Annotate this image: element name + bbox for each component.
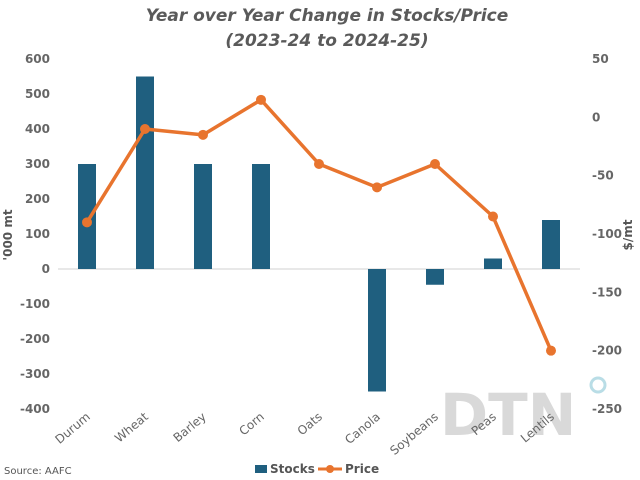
y2-tick-label: -250 xyxy=(592,402,622,416)
dtn-logo-dot xyxy=(589,376,607,394)
source-text: Source: AAFC xyxy=(4,466,72,477)
y-axis-ticks: 600 500 400 300 200 100 0 -100 -200 -300 -400 xyxy=(20,52,50,416)
y2-tick-label: 0 xyxy=(592,110,600,124)
legend-stocks-swatch xyxy=(255,465,267,473)
category-label: Canola xyxy=(342,410,383,447)
legend-price-marker xyxy=(326,465,334,473)
chart-title: Year over Year Change in Stocks/Price (2… xyxy=(146,6,509,51)
y-tick-label: -300 xyxy=(20,367,50,381)
price-point xyxy=(198,129,208,140)
price-point xyxy=(546,345,556,356)
category-label: Corn xyxy=(236,410,266,439)
price-point xyxy=(314,159,324,169)
stocks-bar xyxy=(194,164,212,269)
stocks-bar xyxy=(368,269,386,392)
category-label: Durum xyxy=(52,410,92,447)
stocks-bar xyxy=(484,258,502,269)
stocks-bar xyxy=(542,220,560,269)
price-point xyxy=(430,159,440,169)
price-line xyxy=(82,94,556,356)
category-label: Oats xyxy=(295,410,325,439)
stocks-bar xyxy=(136,76,154,269)
y-tick-label: 600 xyxy=(25,52,50,66)
stocks-bars xyxy=(78,76,560,392)
y-tick-label: 500 xyxy=(25,87,50,101)
y2-tick-label: -50 xyxy=(592,169,614,183)
chart-title-line-1: Year over Year Change in Stocks/Price xyxy=(146,6,509,26)
price-point xyxy=(372,182,382,193)
dtn-logo-text: DTN xyxy=(440,381,576,449)
dtn-logo: DTN xyxy=(440,376,607,449)
price-point xyxy=(256,94,266,105)
y-tick-label: 400 xyxy=(25,122,50,136)
category-labels: Durum Wheat Barley Corn Oats Canola Soybeans Pe… xyxy=(52,409,556,457)
y2-axis-label: $/mt xyxy=(621,219,635,250)
y-axis-label: '000 mt xyxy=(1,209,15,260)
y-tick-label: 200 xyxy=(25,192,50,206)
y-tick-label: -100 xyxy=(20,297,50,311)
category-label: Wheat xyxy=(112,409,151,445)
y-tick-label: 100 xyxy=(25,227,50,241)
chart-title-line-2: (2023-24 to 2024-25) xyxy=(225,31,428,51)
stocks-bar xyxy=(78,164,96,269)
price-series-line xyxy=(85,98,553,352)
legend: Stocks Price xyxy=(255,462,379,476)
y2-tick-label: -200 xyxy=(592,344,622,358)
category-label: Soybeans xyxy=(387,410,441,458)
legend-price-label: Price xyxy=(345,462,379,476)
y-tick-label: 0 xyxy=(42,262,50,276)
y2-tick-label: -150 xyxy=(592,285,622,299)
y-tick-label: -200 xyxy=(20,332,50,346)
y-tick-label: -400 xyxy=(20,402,50,416)
category-label: Barley xyxy=(171,410,209,445)
y2-axis-ticks: 50 0 -50 -100 -150 -200 -250 xyxy=(592,52,622,416)
price-point xyxy=(82,217,92,228)
price-point xyxy=(140,124,150,134)
y2-tick-label: -100 xyxy=(592,227,622,241)
price-point xyxy=(488,211,498,222)
y2-tick-label: 50 xyxy=(592,52,609,66)
y-tick-label: 300 xyxy=(25,157,50,171)
stocks-bar xyxy=(252,164,270,269)
stocks-bar xyxy=(426,269,444,285)
legend-stocks-label: Stocks xyxy=(270,462,315,476)
